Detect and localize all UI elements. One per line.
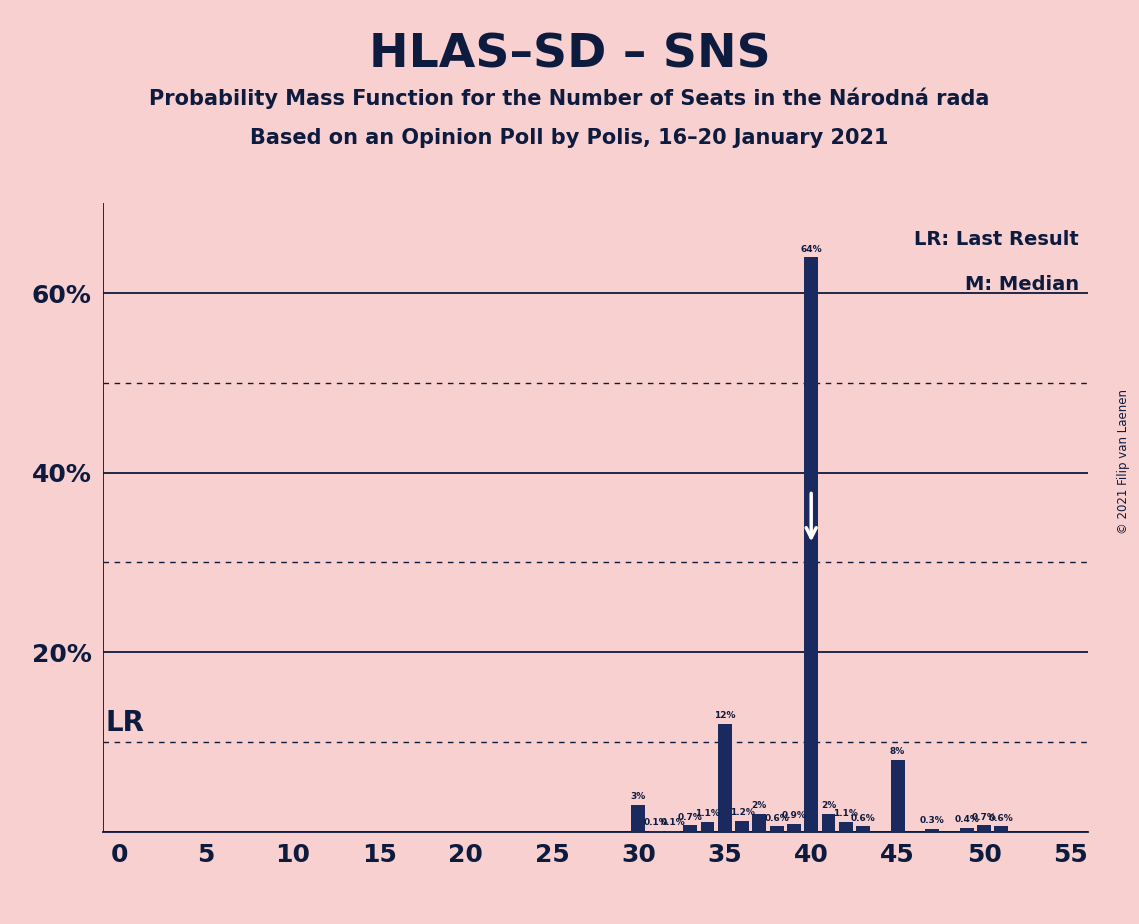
Text: 1.2%: 1.2% bbox=[730, 808, 754, 817]
Bar bbox=[804, 257, 818, 832]
Text: 0.6%: 0.6% bbox=[851, 814, 876, 822]
Bar bbox=[857, 826, 870, 832]
Text: 8%: 8% bbox=[890, 748, 906, 756]
Bar bbox=[821, 814, 835, 832]
Bar bbox=[700, 821, 714, 832]
Text: 0.1%: 0.1% bbox=[644, 818, 667, 827]
Text: LR: Last Result: LR: Last Result bbox=[915, 230, 1079, 249]
Text: 1.1%: 1.1% bbox=[695, 809, 720, 818]
Bar bbox=[960, 828, 974, 832]
Text: M: Median: M: Median bbox=[965, 275, 1079, 294]
Text: 0.1%: 0.1% bbox=[661, 818, 686, 827]
Text: 2%: 2% bbox=[821, 801, 836, 810]
Text: Probability Mass Function for the Number of Seats in the Národná rada: Probability Mass Function for the Number… bbox=[149, 88, 990, 109]
Bar bbox=[683, 825, 697, 832]
Bar bbox=[753, 814, 767, 832]
Text: 1.1%: 1.1% bbox=[834, 809, 858, 818]
Bar bbox=[718, 723, 731, 832]
Text: 0.6%: 0.6% bbox=[764, 814, 789, 822]
Text: 0.7%: 0.7% bbox=[972, 813, 997, 821]
Text: 0.4%: 0.4% bbox=[954, 815, 980, 824]
Text: 2%: 2% bbox=[752, 801, 767, 810]
Bar bbox=[977, 825, 991, 832]
Text: LR: LR bbox=[106, 710, 145, 737]
Text: Based on an Opinion Poll by Polis, 16–20 January 2021: Based on an Opinion Poll by Polis, 16–20… bbox=[251, 128, 888, 148]
Text: 0.7%: 0.7% bbox=[678, 813, 703, 821]
Text: 3%: 3% bbox=[631, 792, 646, 801]
Text: © 2021 Filip van Laenen: © 2021 Filip van Laenen bbox=[1117, 390, 1130, 534]
Bar bbox=[925, 829, 939, 832]
Text: 0.6%: 0.6% bbox=[989, 814, 1014, 822]
Bar bbox=[994, 826, 1008, 832]
Bar bbox=[770, 826, 784, 832]
Bar bbox=[891, 760, 904, 832]
Text: 12%: 12% bbox=[714, 711, 736, 721]
Bar bbox=[735, 821, 749, 832]
Bar bbox=[787, 823, 801, 832]
Bar bbox=[631, 805, 646, 832]
Text: 64%: 64% bbox=[801, 245, 822, 253]
Bar bbox=[838, 821, 853, 832]
Text: 0.3%: 0.3% bbox=[920, 816, 944, 825]
Text: HLAS–SD – SNS: HLAS–SD – SNS bbox=[369, 32, 770, 78]
Text: 0.9%: 0.9% bbox=[781, 811, 806, 820]
